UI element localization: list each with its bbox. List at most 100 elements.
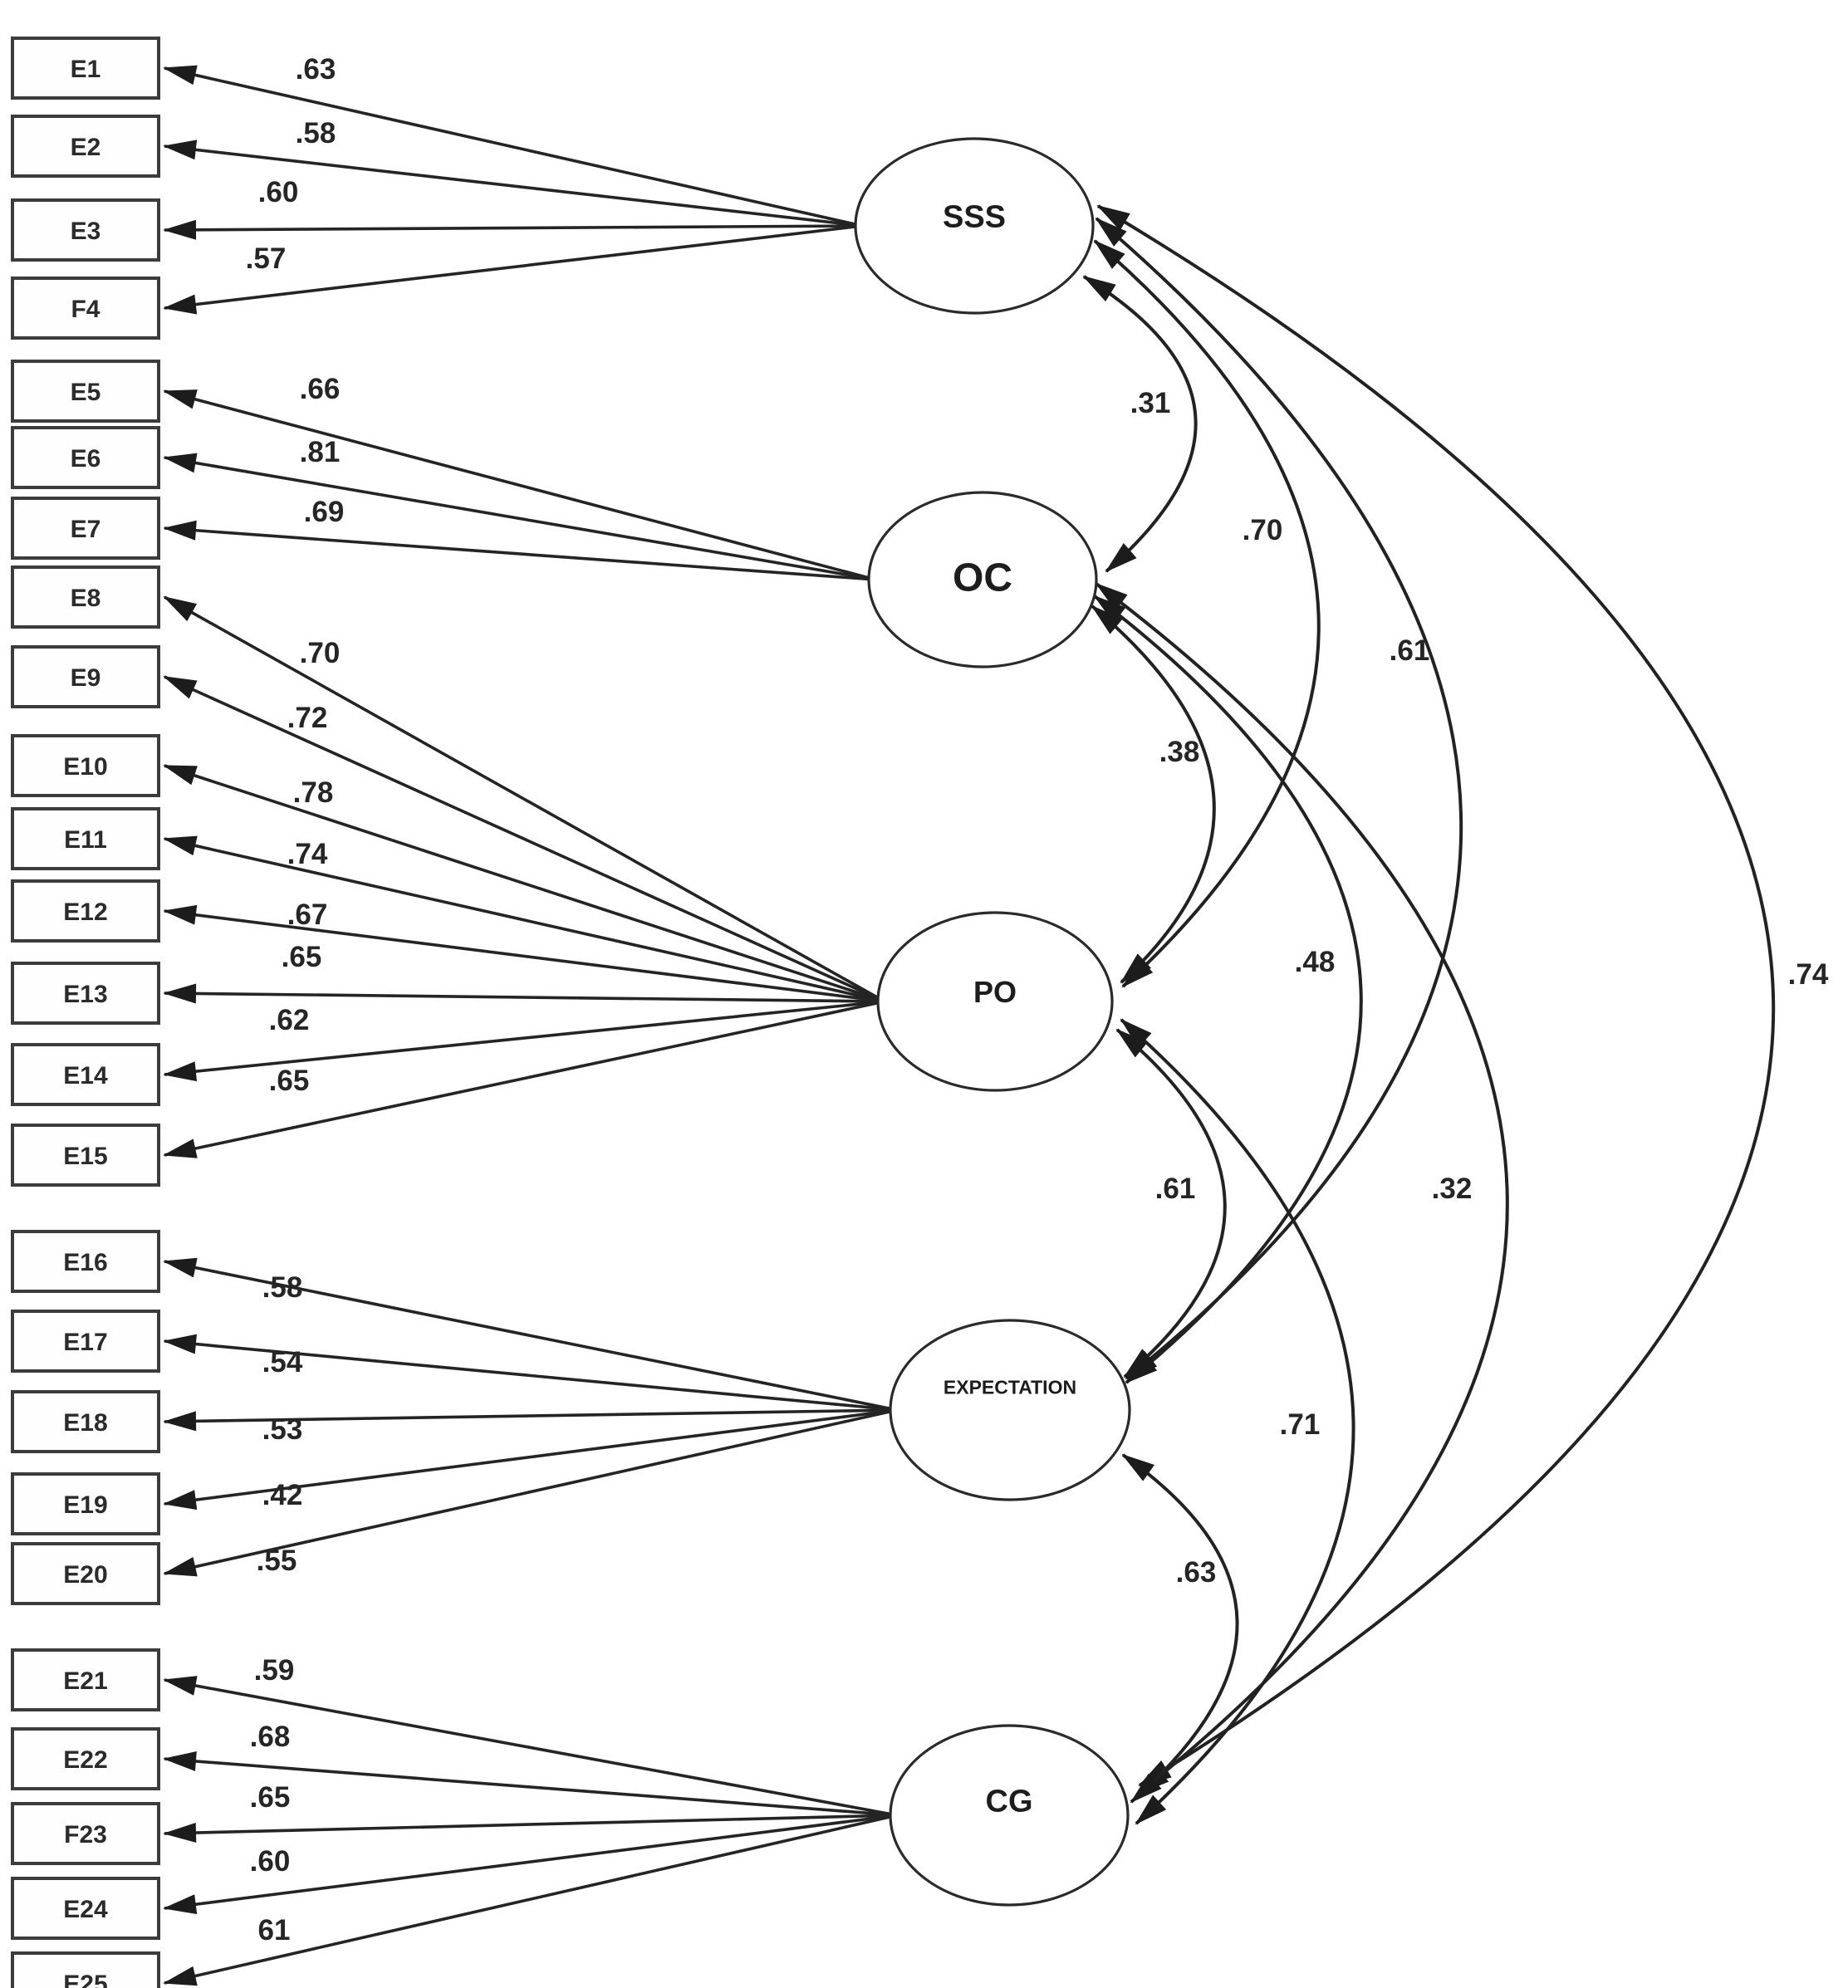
indicator-box-E24 [11, 1877, 160, 1940]
indicator-label-E10: E10 [63, 753, 107, 781]
loading-label-F23: .65 [250, 1781, 291, 1814]
loading-label-E20: .55 [257, 1545, 297, 1577]
indicator-label-E5: E5 [71, 379, 101, 406]
indicator-label-E16: E16 [63, 1249, 107, 1276]
loading-label-E7: .69 [304, 496, 345, 528]
indicator-box-E6 [11, 426, 160, 489]
loading-arrow-OC-E7 [163, 520, 876, 581]
loading-arrow-PO-E8 [163, 595, 885, 1003]
indicator-box-E2 [11, 115, 160, 178]
indicator-box-E25 [11, 1951, 160, 1988]
indicator-box-E1 [11, 37, 160, 100]
latent-ellipse-SSS [854, 137, 1095, 315]
indicator-box-E19 [11, 1472, 160, 1535]
loading-label-E25: 61 [258, 1914, 291, 1946]
indicator-box-E22 [11, 1727, 160, 1790]
indicator-label-E20: E20 [63, 1561, 107, 1589]
indicator-box-E7 [11, 497, 160, 560]
indicator-box-E15 [11, 1124, 160, 1187]
loading-label-E9: .72 [287, 702, 328, 734]
covariance-curve-SSS-PO [1093, 239, 1321, 988]
covariance-label-PO-CG: .71 [1280, 1408, 1321, 1441]
indicator-label-F23: F23 [64, 1821, 107, 1848]
loading-arrow-SSS-E1 [163, 65, 863, 228]
indicator-box-F23 [11, 1802, 160, 1865]
indicator-label-E9: E9 [71, 664, 101, 692]
loading-arrow-SSS-F4 [163, 224, 863, 315]
indicator-box-E17 [11, 1310, 160, 1373]
covariance-curve-OC-CG [1095, 582, 1509, 1795]
indicator-label-E19: E19 [63, 1491, 107, 1519]
loading-label-E1: .63 [296, 53, 336, 86]
indicator-box-E5 [11, 360, 160, 423]
loading-label-E18: .53 [262, 1413, 303, 1446]
indicator-box-E8 [11, 566, 160, 629]
loading-label-E3: .60 [258, 176, 299, 208]
loading-label-E8: .70 [300, 637, 341, 669]
covariance-label-EXPECTATION-CG: .63 [1176, 1556, 1217, 1589]
indicator-box-E10 [11, 734, 160, 797]
loading-label-E2: .58 [296, 117, 336, 149]
latent-ellipse-EXPECTATION [889, 1319, 1131, 1501]
loading-arrow-OC-E6 [163, 453, 876, 581]
indicator-box-E20 [11, 1542, 160, 1605]
loading-label-E6: .81 [300, 436, 341, 468]
indicator-label-E8: E8 [71, 585, 101, 612]
indicator-label-E15: E15 [63, 1143, 107, 1170]
loading-arrow-EXPECTATION-E20 [163, 1408, 898, 1577]
covariance-curve-SSS-CG [1096, 204, 1775, 1787]
covariance-curve-OC-EXPECTATION [1093, 595, 1363, 1384]
loading-label-E24: .60 [250, 1845, 291, 1878]
indicator-box-E11 [11, 807, 160, 870]
indicator-label-E17: E17 [63, 1329, 107, 1356]
loading-arrow-PO-E11 [163, 835, 885, 1003]
loading-arrow-SSS-E2 [163, 140, 863, 228]
indicator-box-E16 [11, 1230, 160, 1293]
labels-layer: .31 .70 .61 .74 .38 .48 .32 .61 .71 .63 .63 .58 .60.… [63, 53, 1829, 1988]
indicator-label-E12: E12 [63, 899, 107, 926]
loading-arrow-PO-E12 [163, 904, 885, 1003]
loading-arrow-PO-E10 [163, 764, 885, 1003]
loading-label-E5: .66 [300, 373, 341, 405]
loading-arrow-CG-E22 [163, 1751, 898, 1817]
latent-label-PO: PO [973, 975, 1017, 1009]
indicator-box-E3 [11, 198, 160, 262]
loading-label-E11: .74 [287, 838, 328, 870]
loading-arrow-PO-E14 [163, 1000, 885, 1082]
covariance-curve-PO-EXPECTATION [1115, 1028, 1227, 1378]
covariance-label-SSS-EXPECTATION: .61 [1390, 634, 1430, 667]
indicator-label-E18: E18 [63, 1409, 107, 1437]
indicator-label-F4: F4 [71, 296, 100, 323]
latent-label-SSS: SSS [943, 200, 1006, 235]
covariance-label-OC-EXPECTATION: .48 [1295, 946, 1336, 978]
loading-arrow-CG-E24 [163, 1814, 898, 1915]
indicator-label-E7: E7 [71, 516, 101, 543]
loading-arrow-CG-E25 [163, 1814, 898, 1986]
indicator-label-E3: E3 [71, 218, 101, 245]
loading-label-E13: .65 [282, 941, 322, 973]
loading-arrow-PO-E13 [163, 983, 885, 1004]
loading-arrow-CG-F23 [163, 1814, 898, 1844]
indicator-box-E18 [11, 1390, 160, 1453]
indicator-label-E1: E1 [71, 56, 101, 83]
latent-label-OC: OC [953, 556, 1012, 600]
loading-arrow-SSS-E3 [163, 219, 863, 240]
indicator-box-E21 [11, 1648, 160, 1711]
indicator-label-E14: E14 [63, 1062, 108, 1089]
latent-label-EXPECTATION: EXPECTATION [944, 1376, 1076, 1398]
loading-label-E15: .65 [269, 1065, 310, 1097]
latent-label-CG: CG [986, 1785, 1033, 1819]
indicator-box-F4 [11, 277, 160, 340]
loading-label-F4: .57 [246, 242, 287, 275]
loading-arrow-EXPECTATION-E18 [163, 1408, 898, 1432]
loading-arrow-EXPECTATION-E16 [163, 1257, 898, 1412]
loading-label-E17: .54 [262, 1346, 303, 1378]
loading-label-E19: .42 [262, 1479, 303, 1511]
loading-label-E16: .58 [262, 1271, 303, 1304]
loading-arrow-EXPECTATION-E17 [163, 1334, 898, 1412]
covariance-label-SSS-PO: .70 [1243, 514, 1283, 546]
indicator-box-E14 [11, 1043, 160, 1106]
loading-arrow-OC-E5 [163, 389, 876, 581]
loading-arrow-CG-E21 [163, 1676, 898, 1817]
